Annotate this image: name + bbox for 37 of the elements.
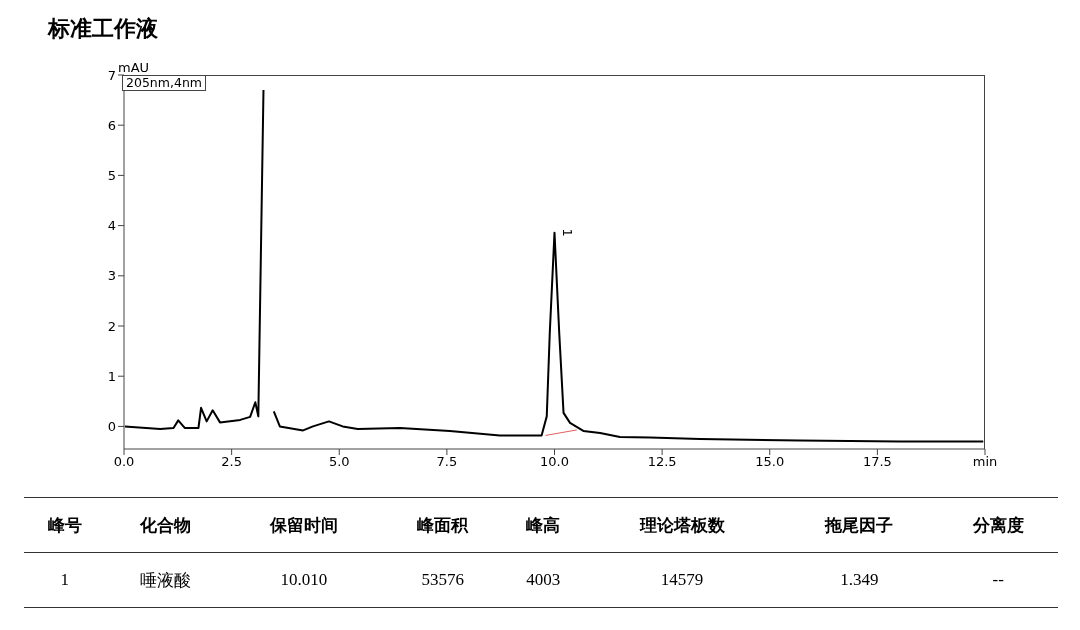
- text: 14579: [659, 569, 705, 591]
- text: 4003: [525, 569, 562, 591]
- y-axis-title: mAU: [118, 60, 150, 75]
- x-tick-label: 2.5: [221, 454, 242, 470]
- x-tick-label: 7.5: [436, 454, 458, 470]
- x-tick-label: min: [972, 454, 998, 470]
- y-tick-label: 1: [107, 368, 116, 384]
- text: 峰高: [525, 513, 562, 537]
- text: 53576: [420, 569, 465, 591]
- y-tick-label: 3: [107, 268, 116, 284]
- chart-title: 标准工作液: [48, 15, 158, 43]
- y-tick-label: 5: [107, 168, 116, 184]
- x-tick-label: 10.0: [540, 454, 569, 470]
- x-tick-label: 15.0: [755, 454, 785, 470]
- y-tick-label: 7: [107, 67, 116, 83]
- y-tick-label: 0: [107, 419, 116, 435]
- text: 化合物: [138, 513, 192, 537]
- text: 1: [59, 569, 70, 591]
- text: 10.010: [279, 569, 329, 591]
- x-tick-label: 17.5: [862, 454, 892, 470]
- text: 拖尾因子: [823, 513, 895, 537]
- x-tick-label: 12.5: [647, 454, 677, 470]
- text: 峰号: [46, 513, 83, 537]
- y-tick-label: 2: [107, 318, 116, 334]
- text: 分离度: [971, 513, 1025, 537]
- y-tick-label: 4: [107, 218, 116, 234]
- x-tick-label: 5.0: [328, 454, 350, 470]
- text: 峰面积: [416, 513, 470, 537]
- text: 保留时间: [268, 513, 339, 537]
- x-tick-label: 0.0: [113, 454, 135, 470]
- annotation: 205nm,4nm: [122, 75, 206, 91]
- text: --: [991, 569, 1005, 591]
- text: 理论塔板数: [638, 513, 726, 537]
- y-tick-label: 6: [107, 117, 116, 133]
- annotation: 1: [559, 228, 575, 237]
- text: 唾液酸: [138, 569, 192, 592]
- text: 1.349: [839, 569, 880, 591]
